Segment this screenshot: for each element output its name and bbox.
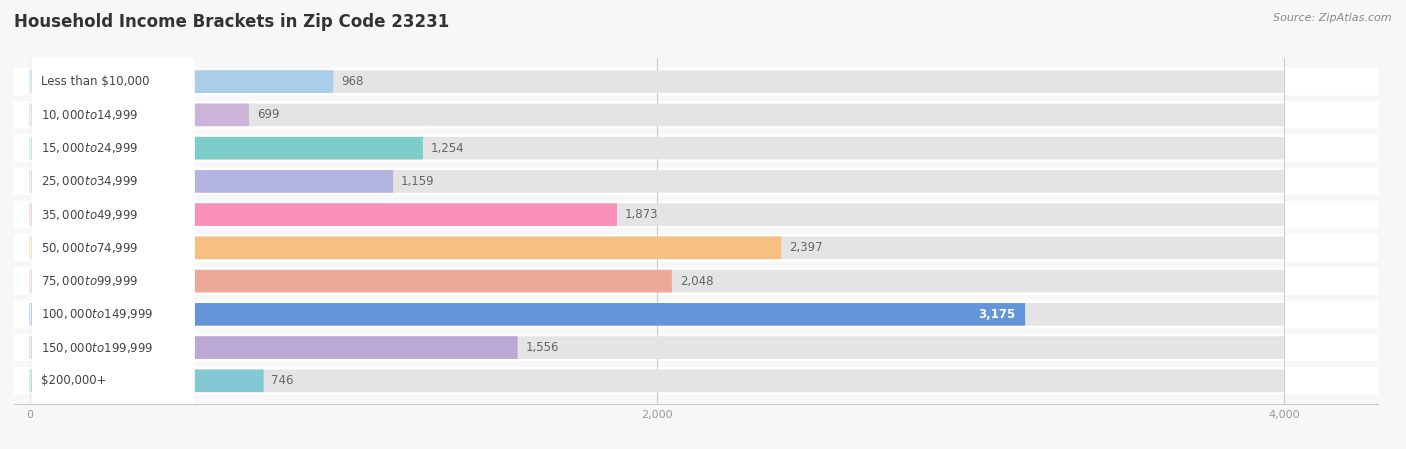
FancyBboxPatch shape: [30, 203, 1284, 226]
Text: 746: 746: [271, 374, 294, 387]
Text: Source: ZipAtlas.com: Source: ZipAtlas.com: [1274, 13, 1392, 23]
FancyBboxPatch shape: [30, 104, 249, 126]
FancyBboxPatch shape: [30, 303, 1284, 326]
Text: 1,556: 1,556: [526, 341, 560, 354]
FancyBboxPatch shape: [30, 170, 394, 193]
FancyBboxPatch shape: [30, 70, 333, 93]
FancyBboxPatch shape: [31, 123, 195, 449]
FancyBboxPatch shape: [31, 0, 195, 273]
FancyBboxPatch shape: [31, 57, 195, 439]
FancyBboxPatch shape: [30, 370, 263, 392]
Text: Less than $10,000: Less than $10,000: [41, 75, 149, 88]
FancyBboxPatch shape: [14, 68, 1378, 96]
FancyBboxPatch shape: [30, 237, 1284, 259]
FancyBboxPatch shape: [30, 170, 1284, 193]
Text: $100,000 to $149,999: $100,000 to $149,999: [41, 308, 153, 321]
Text: $150,000 to $199,999: $150,000 to $199,999: [41, 341, 153, 355]
FancyBboxPatch shape: [30, 336, 1284, 359]
FancyBboxPatch shape: [14, 334, 1378, 361]
Text: $75,000 to $99,999: $75,000 to $99,999: [41, 274, 138, 288]
Text: 968: 968: [342, 75, 363, 88]
Text: 3,175: 3,175: [979, 308, 1015, 321]
FancyBboxPatch shape: [31, 23, 195, 406]
FancyBboxPatch shape: [30, 137, 1284, 159]
FancyBboxPatch shape: [31, 156, 195, 449]
FancyBboxPatch shape: [30, 137, 423, 159]
FancyBboxPatch shape: [30, 203, 617, 226]
FancyBboxPatch shape: [30, 70, 1284, 93]
FancyBboxPatch shape: [30, 237, 782, 259]
FancyBboxPatch shape: [14, 300, 1378, 328]
FancyBboxPatch shape: [14, 234, 1378, 262]
FancyBboxPatch shape: [31, 0, 195, 339]
FancyBboxPatch shape: [30, 370, 1284, 392]
FancyBboxPatch shape: [14, 167, 1378, 195]
FancyBboxPatch shape: [30, 336, 517, 359]
FancyBboxPatch shape: [31, 189, 195, 449]
FancyBboxPatch shape: [31, 0, 195, 306]
FancyBboxPatch shape: [30, 303, 1025, 326]
FancyBboxPatch shape: [30, 270, 672, 292]
FancyBboxPatch shape: [14, 267, 1378, 295]
Text: $15,000 to $24,999: $15,000 to $24,999: [41, 141, 138, 155]
Text: $10,000 to $14,999: $10,000 to $14,999: [41, 108, 138, 122]
FancyBboxPatch shape: [31, 90, 195, 449]
Text: 1,873: 1,873: [624, 208, 658, 221]
Text: 699: 699: [257, 108, 280, 121]
FancyBboxPatch shape: [14, 101, 1378, 129]
FancyBboxPatch shape: [14, 134, 1378, 162]
FancyBboxPatch shape: [31, 0, 195, 373]
FancyBboxPatch shape: [14, 201, 1378, 229]
Text: 1,254: 1,254: [430, 141, 464, 154]
Text: $25,000 to $34,999: $25,000 to $34,999: [41, 174, 138, 189]
Text: $50,000 to $74,999: $50,000 to $74,999: [41, 241, 138, 255]
FancyBboxPatch shape: [30, 270, 1284, 292]
Text: 2,397: 2,397: [789, 242, 823, 254]
Text: $35,000 to $49,999: $35,000 to $49,999: [41, 207, 138, 222]
Text: $200,000+: $200,000+: [41, 374, 107, 387]
Text: 1,159: 1,159: [401, 175, 434, 188]
Text: Household Income Brackets in Zip Code 23231: Household Income Brackets in Zip Code 23…: [14, 13, 450, 31]
FancyBboxPatch shape: [14, 367, 1378, 395]
Text: 2,048: 2,048: [679, 275, 713, 288]
FancyBboxPatch shape: [30, 104, 1284, 126]
